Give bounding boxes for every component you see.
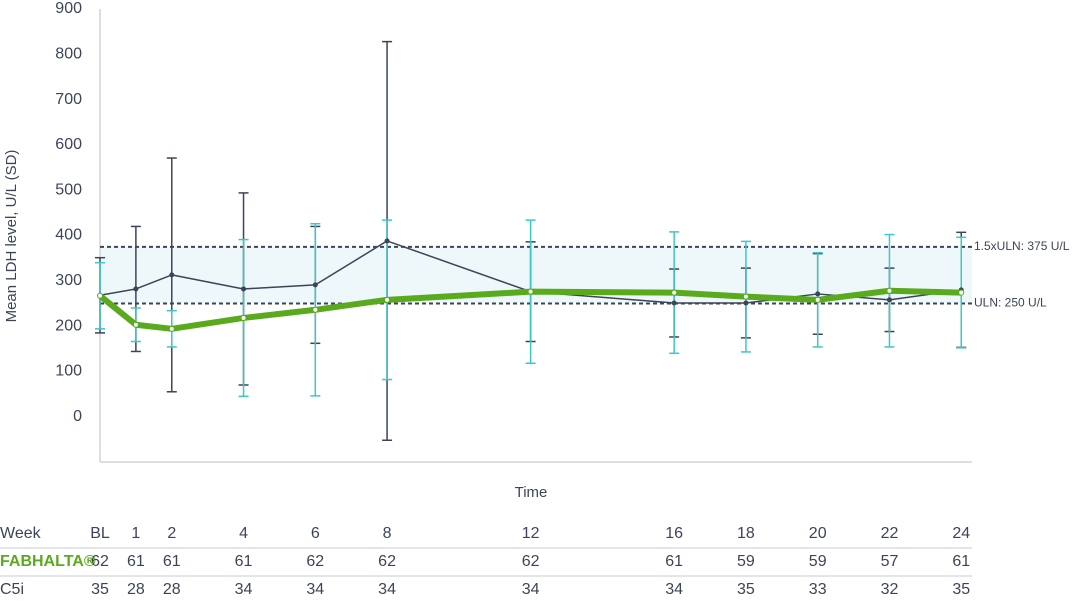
data-point [312,282,318,288]
y-tick-label: 700 [55,91,82,108]
at-risk-count: 28 [163,581,181,598]
at-risk-count: 62 [378,553,396,570]
y-tick-label: 400 [55,227,82,244]
reference-label: ULN: 250 U/L [974,296,1047,310]
y-tick-label: 0 [73,408,82,425]
at-risk-count: 34 [378,581,396,598]
at-risk-count: 34 [522,581,540,598]
week-label: 2 [167,525,176,542]
data-point [240,314,247,321]
at-risk-count: 61 [952,553,970,570]
week-label: 6 [311,525,320,542]
y-tick-label: 600 [55,136,82,153]
data-point [671,289,678,296]
y-tick-label: 500 [55,181,82,198]
at-risk-count: 62 [91,553,109,570]
week-label: 24 [952,525,970,542]
data-point [97,292,103,299]
y-tick-label: 200 [55,317,82,334]
data-point [742,293,749,300]
at-risk-count: 35 [737,581,755,598]
week-label: 16 [665,525,683,542]
at-risk-count: 62 [306,553,324,570]
week-label: 12 [522,525,540,542]
x-axis-label: Time [515,484,548,501]
series-line [98,287,962,332]
at-risk-count: 34 [665,581,683,598]
y-tick-label: 300 [55,272,82,289]
at-risk-count: 35 [91,581,109,598]
at-risk-count: 32 [881,581,899,598]
data-point [886,287,893,294]
data-point [527,288,534,295]
week-label: 1 [131,525,140,542]
data-point [133,286,139,292]
y-axis-label: Mean LDH level, U/L (SD) [3,150,20,323]
week-label: 22 [881,525,899,542]
at-risk-count: 28 [127,581,145,598]
at-risk-count: 61 [163,553,181,570]
row-label: C5i [0,581,24,598]
at-risk-count: 33 [809,581,827,598]
at-risk-count: 59 [737,553,755,570]
at-risk-count: 61 [665,553,683,570]
at-risk-count: 35 [952,581,970,598]
week-label: 4 [239,525,248,542]
data-point [312,306,319,313]
at-risk-count: 34 [306,581,324,598]
data-point [958,289,965,296]
data-point [886,297,892,303]
row-label: FABHALTA® [0,553,96,570]
at-risk-count: 61 [127,553,145,570]
at-risk-count: 57 [881,553,899,570]
week-label: BL [90,525,110,542]
data-point [814,296,821,303]
series-line [99,240,962,304]
data-point [384,296,391,303]
data-point [241,286,247,292]
data-point [132,321,139,328]
data-point [743,300,749,306]
y-tick-label: 800 [55,46,82,63]
data-point [384,238,390,244]
at-risk-count: 62 [522,553,540,570]
y-tick-label: 900 [55,0,82,17]
table-header: Week [0,525,42,542]
week-label: 8 [383,525,392,542]
reference-label: 1.5xULN: 375 U/L [974,239,1070,253]
data-point [671,300,677,306]
at-risk-count: 61 [235,553,253,570]
week-label: 20 [809,525,827,542]
at-risk-count: 59 [809,553,827,570]
data-point [168,325,175,332]
data-point [815,291,821,297]
week-label: 18 [737,525,755,542]
y-tick-label: 100 [55,363,82,380]
at-risk-count: 34 [235,581,253,598]
data-point [169,272,175,278]
